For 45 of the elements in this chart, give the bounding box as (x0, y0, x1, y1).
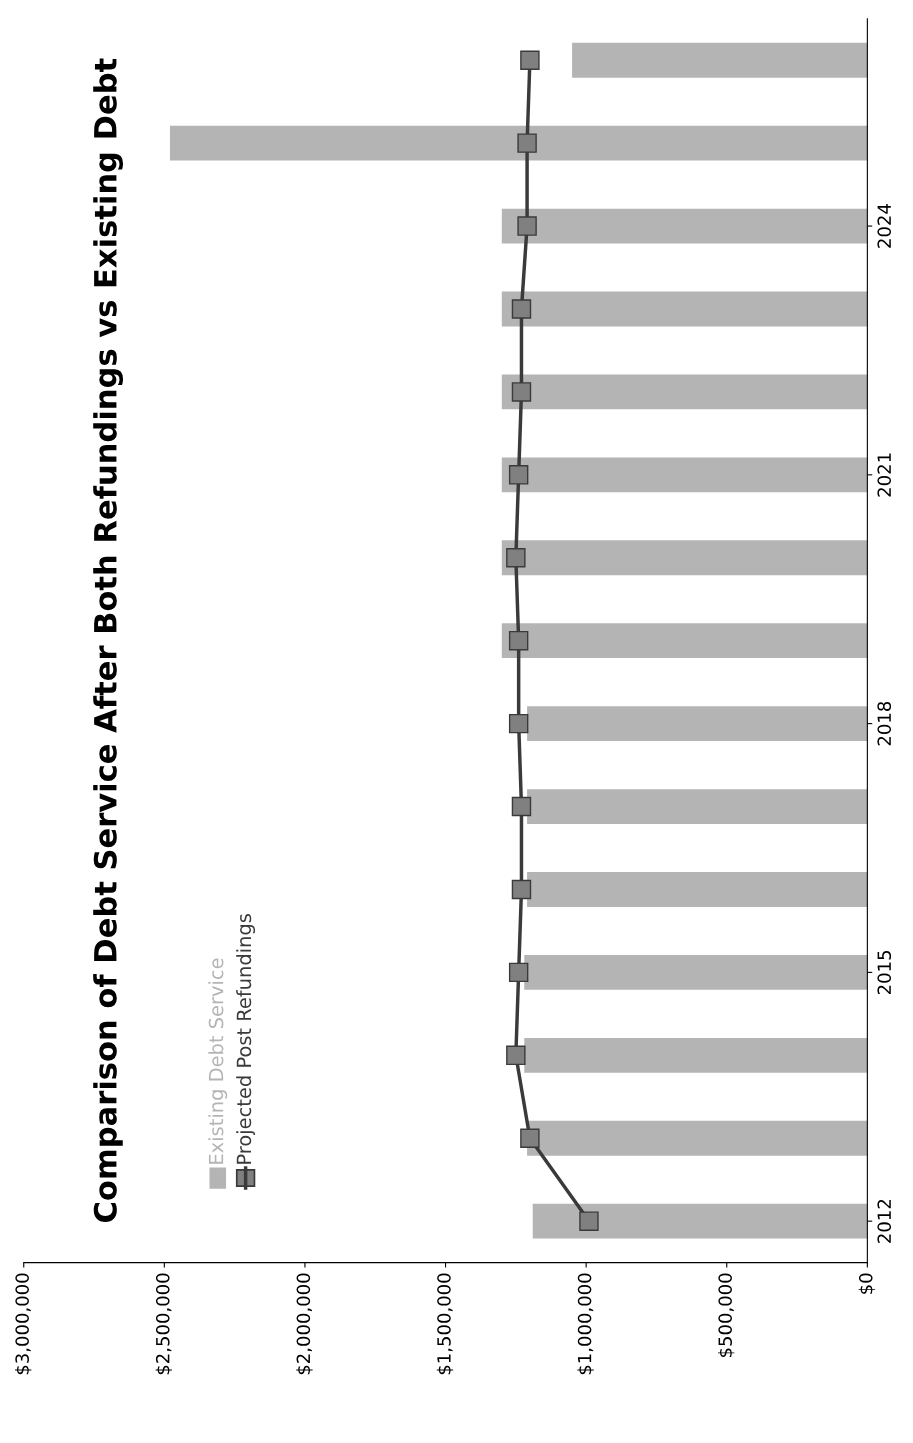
bar (501, 540, 868, 576)
point (511, 299, 532, 319)
x-tick-label: $1,000,000 (577, 1273, 594, 1375)
point (520, 50, 540, 70)
bar (572, 42, 868, 78)
point (517, 216, 537, 236)
point (508, 465, 529, 485)
bar (524, 1037, 868, 1073)
bar (527, 1120, 868, 1156)
point (579, 1211, 599, 1231)
point (520, 1128, 540, 1148)
bar (501, 208, 868, 244)
point (511, 382, 532, 402)
bar (501, 623, 868, 659)
bar (527, 789, 868, 824)
bar (501, 374, 868, 410)
text: Comparison of Debt Service After Both Refundings vs Existing Debt (93, 58, 123, 1222)
y-tick-label: 2024 (877, 204, 892, 248)
point (517, 133, 537, 153)
x-tick-label: $3,000,000 (15, 1273, 32, 1375)
bar (532, 1203, 868, 1239)
bar (501, 457, 868, 493)
bar (501, 291, 868, 327)
text: Existing Debt Service (208, 958, 228, 1164)
x-tick-label: $2,000,000 (296, 1273, 313, 1375)
bar (527, 706, 868, 742)
y-tick-label: 2015 (877, 950, 892, 995)
x-tick-label: $500,000 (718, 1273, 735, 1357)
x-tick-label: $0 (858, 1273, 875, 1294)
bar (527, 872, 868, 907)
point (508, 630, 529, 651)
point (506, 1045, 526, 1066)
bar (169, 125, 868, 161)
y-tick-label: 2012 (877, 1200, 892, 1243)
y-tick-label: 2018 (877, 701, 892, 746)
bar (524, 954, 868, 990)
point (511, 879, 532, 900)
y-tick-label: 2021 (877, 453, 892, 497)
text: Projected Post Refundings (236, 914, 256, 1164)
x-tick-label: $2,500,000 (155, 1273, 172, 1375)
point (508, 962, 529, 983)
point (511, 796, 532, 817)
point (506, 548, 526, 568)
x-tick-label: $1,500,000 (436, 1273, 454, 1375)
point (508, 713, 529, 734)
